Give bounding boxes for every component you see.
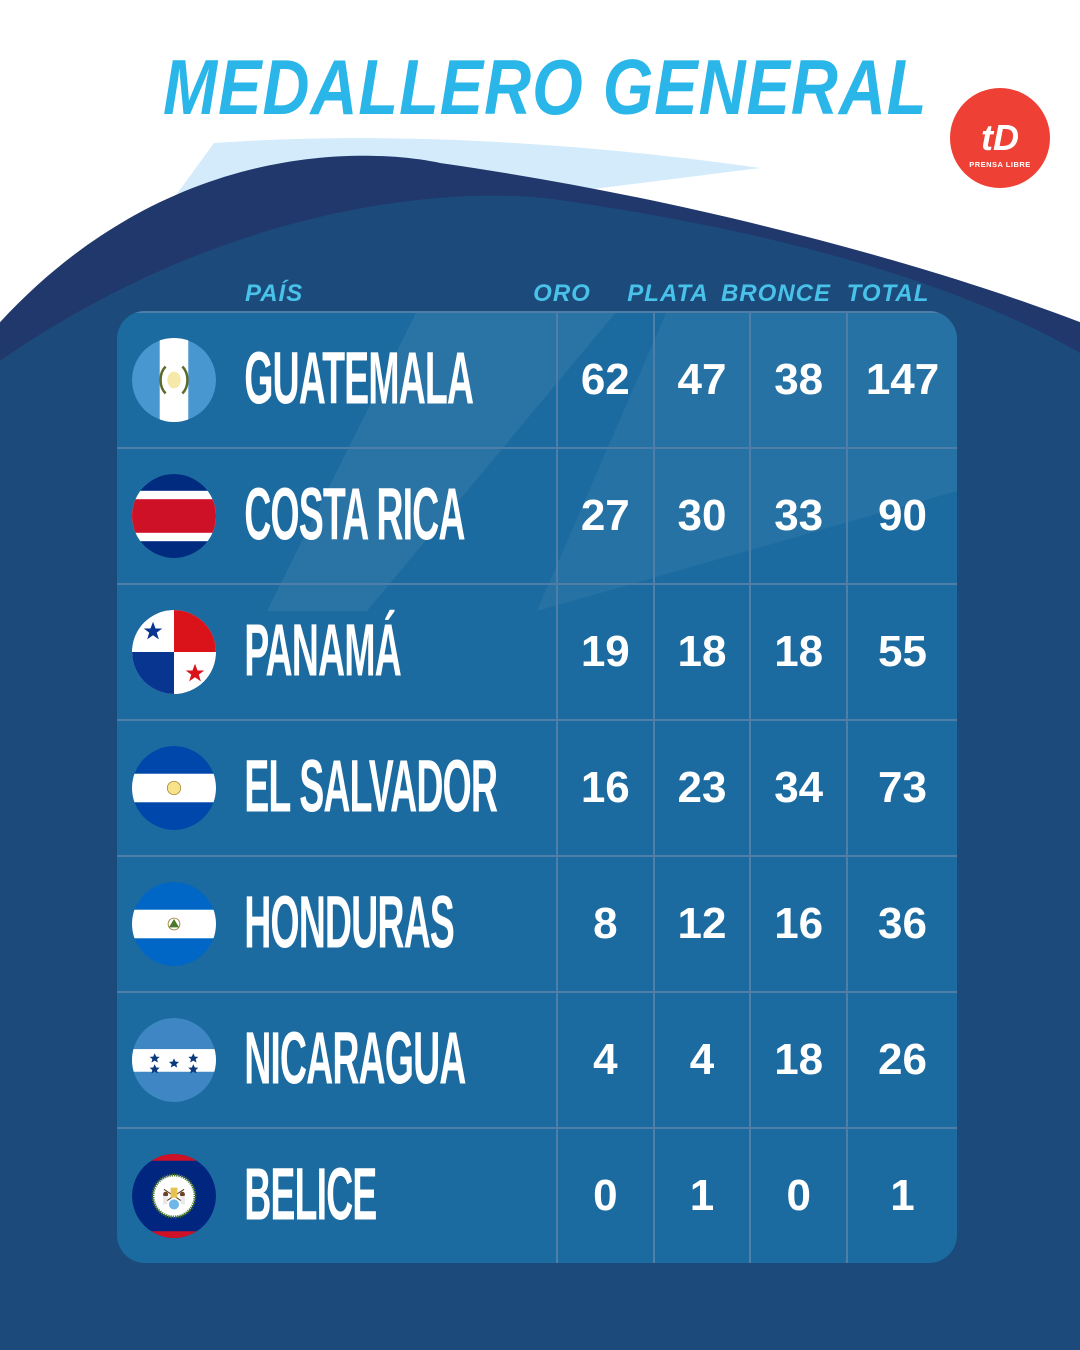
svg-text:PRENSA LIBRE: PRENSA LIBRE (969, 160, 1031, 169)
svg-text:tD: tD (981, 117, 1019, 158)
